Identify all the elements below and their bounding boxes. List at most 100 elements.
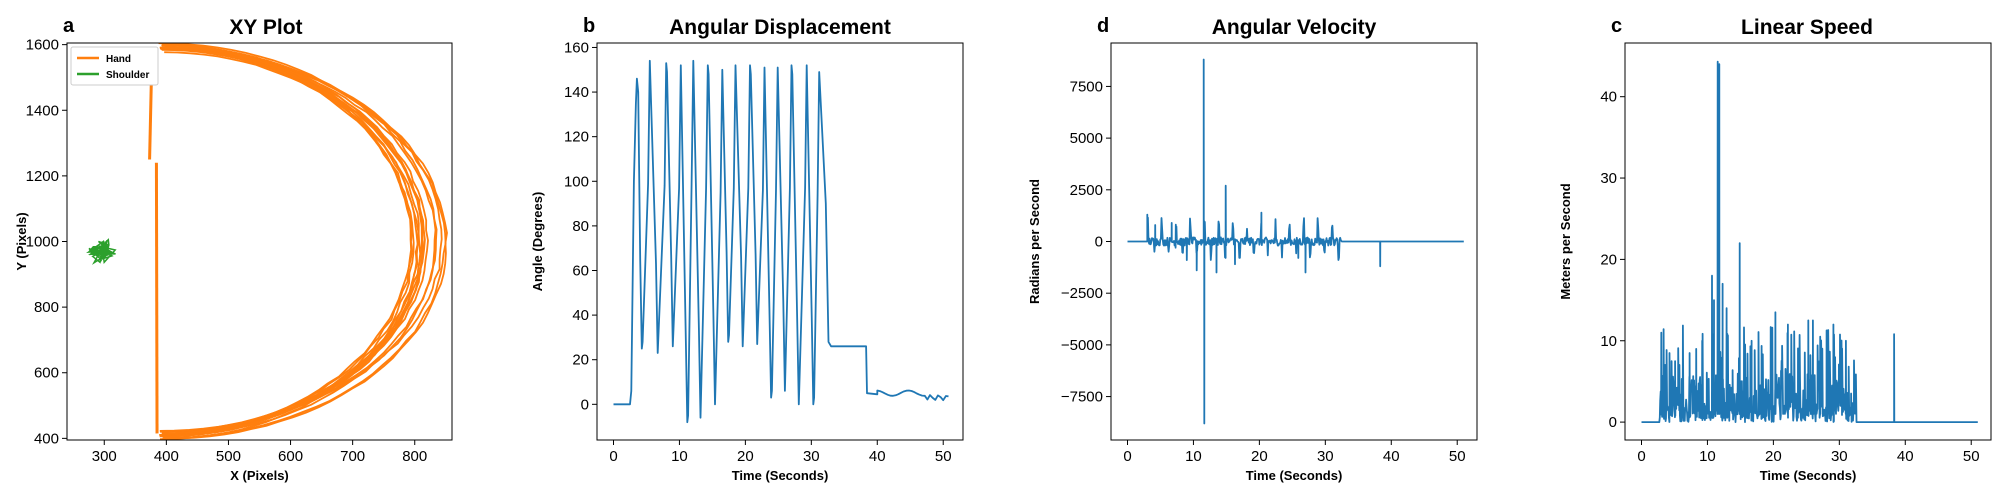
legend-label-hand: Hand [106,54,131,65]
y-tick-label: 100 [564,173,589,190]
hand-line [161,46,420,437]
x-tick-label: 50 [1963,448,1980,465]
y-tick-label: 20 [1600,251,1617,268]
panel-a: a XY Plot 300 400 500 600 700 800 400 600 800 1000 1… [14,15,453,483]
hand-line [159,47,424,436]
x-tick-label: 30 [1831,448,1848,465]
x-axis-label: Time (Seconds) [1246,468,1343,483]
y-tick-label: 160 [564,39,589,56]
plot-area [1641,60,1978,424]
x-tick-label: 700 [340,448,365,465]
x-tick-label: 300 [92,448,117,465]
x-tick-label: 10 [1185,448,1202,465]
series-line [613,59,949,424]
y-tick-label: −5000 [1061,337,1103,354]
axes-frame [66,42,453,441]
x-tick-label: 10 [671,448,688,465]
x-tick-label: 0 [1637,448,1645,465]
hand-line [159,46,443,432]
y-axis-label: Y (Pixels) [14,212,29,270]
x-tick-label: 40 [1897,448,1914,465]
x-tick-label: 30 [1317,448,1334,465]
panel-letter: b [583,15,595,37]
x-tick-label: 50 [935,448,952,465]
series-line [1641,60,1978,424]
y-tick-label: 10 [1600,333,1617,350]
y-tick-label: −2500 [1061,285,1103,302]
y-tick-label: 1200 [26,168,59,185]
axes-frame [596,42,964,441]
x-tick-label: 50 [1449,448,1466,465]
panel-title: Angular Velocity [1212,16,1377,39]
y-tick-label: 1400 [26,102,59,119]
hand-line [158,43,438,438]
hand-line [161,47,447,439]
panel-title: XY Plot [229,16,302,39]
x-tick-label: 40 [869,448,886,465]
x-tick-label: 20 [1251,448,1268,465]
hand-line [161,48,437,433]
panel-letter: a [63,15,75,37]
hand-line [164,46,448,440]
y-tick-label: 0 [581,396,589,413]
hand-line [160,47,415,438]
hand-line [161,43,423,435]
y-tick-label: 20 [572,352,589,369]
x-tick-label: 800 [402,448,427,465]
x-axis-label: X (Pixels) [230,468,289,483]
x-tick-label: 40 [1383,448,1400,465]
y-axis-label: Radians per Second [1027,179,1042,304]
hand-line [161,46,429,435]
x-tick-label: 10 [1699,448,1716,465]
y-tick-label: 2500 [1070,182,1103,199]
panel-title: Angular Displacement [669,16,891,39]
y-tick-label: 60 [572,262,589,279]
y-tick-label: 30 [1600,170,1617,187]
y-tick-label: 600 [34,365,59,382]
y-tick-label: 0 [1095,234,1103,251]
hand-line [162,48,425,436]
x-tick-label: 500 [216,448,241,465]
y-tick-label: 0 [1609,414,1617,431]
hand-line [154,162,159,434]
x-axis-label: Time (Seconds) [732,468,829,483]
legend-label-shoulder: Shoulder [106,70,149,81]
y-tick-label: 1000 [26,234,59,251]
plot-area [613,59,949,424]
axes-frame [1624,42,1992,441]
x-tick-label: 0 [1123,448,1131,465]
hand-line [159,47,426,433]
panel-d: d Angular Velocity 0 10 20 30 40 50 −7500 −5000 −2… [1027,15,1478,483]
hand-line [159,48,419,440]
panel-letter: d [1097,15,1109,37]
x-tick-label: 0 [609,448,617,465]
x-axis-label: Time (Seconds) [1760,468,1857,483]
shoulder-line [86,238,117,265]
panel-c: c Linear Speed 0 10 20 30 40 50 0 10 20 30 40 Time (S… [1558,15,1992,483]
y-tick-label: 40 [1600,89,1617,106]
x-tick-label: 20 [1765,448,1782,465]
y-tick-label: 1600 [26,37,59,54]
x-tick-label: 400 [154,448,179,465]
y-tick-label: 40 [572,307,589,324]
x-tick-label: 600 [278,448,303,465]
panel-b: b Angular Displacement 0 10 20 30 40 50 0 20 40 60 8… [530,15,964,483]
y-tick-label: 140 [564,84,589,101]
y-tick-label: 5000 [1070,130,1103,147]
hand-line [162,51,422,436]
y-axis-label: Angle (Degrees) [530,192,545,292]
hand-line [161,44,413,435]
plot-area [86,43,448,440]
hand-line [161,48,414,435]
x-tick-label: 30 [803,448,820,465]
y-tick-label: 120 [564,129,589,146]
legend: Hand Shoulder [70,46,159,86]
panel-letter: c [1611,15,1622,37]
plot-area [1127,58,1464,425]
x-tick-label: 20 [737,448,754,465]
panel-title: Linear Speed [1741,16,1873,39]
y-tick-label: 7500 [1070,78,1103,95]
y-axis-label: Meters per Second [1558,183,1573,299]
y-tick-label: 80 [572,218,589,235]
y-tick-label: 800 [34,299,59,316]
